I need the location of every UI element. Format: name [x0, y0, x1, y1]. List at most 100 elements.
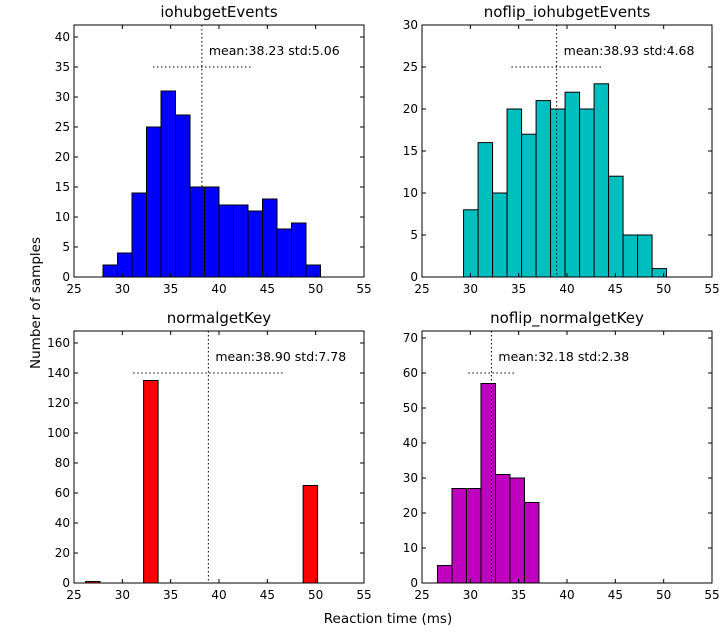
y-tick-label: 30: [403, 18, 418, 32]
histogram-bar: [233, 204, 249, 278]
x-tick-label: 50: [656, 282, 671, 296]
histogram-bar: [451, 488, 467, 584]
x-tick-label: 50: [308, 282, 323, 296]
histogram-bar: [302, 485, 319, 584]
x-tick-label: 25: [66, 588, 81, 602]
y-tick-label: 0: [410, 576, 418, 590]
x-tick-label: 30: [115, 282, 130, 296]
histogram-bar: [608, 175, 624, 278]
x-tick-label: 35: [511, 282, 526, 296]
histogram-bar: [189, 186, 205, 278]
y-tick-label: 10: [403, 186, 418, 200]
x-tick-label: 50: [308, 588, 323, 602]
x-tick-label: 30: [463, 282, 478, 296]
histogram-bar: [175, 114, 191, 278]
subplot-3: 25 30 35 40 45 50 55 0 20 40 60 80 100 120 140 160 norma…: [47, 309, 372, 602]
y-tick-label: 40: [55, 516, 70, 530]
subplot-title: noflip_iohubgetEvents: [484, 3, 651, 22]
subplot-title: noflip_normalgetKey: [490, 309, 644, 328]
y-tick-label: 15: [55, 180, 70, 194]
y-tick-label: 0: [62, 576, 70, 590]
histogram-bar: [463, 209, 479, 278]
y-tick-label: 40: [55, 30, 70, 44]
x-tick-label: 45: [260, 588, 275, 602]
x-tick-label: 45: [608, 588, 623, 602]
histogram-bar: [521, 133, 537, 278]
subplot-4: 25 30 35 40 45 50 55 0 10 20 30 40 50 60 70 noflip_norm…: [403, 309, 720, 602]
x-tick-label: 30: [463, 588, 478, 602]
x-tick-label: 55: [356, 588, 371, 602]
histogram-bar: [550, 108, 566, 278]
histogram-bar: [102, 264, 118, 278]
y-tick-label: 35: [55, 60, 70, 74]
histogram-bar: [622, 234, 639, 278]
x-tick-label: 25: [66, 282, 81, 296]
x-tick-label: 45: [260, 282, 275, 296]
stats-annotation: mean:38.93 std:4.68: [564, 43, 695, 58]
x-tick-label: 25: [414, 588, 429, 602]
y-tick-label: 20: [403, 506, 418, 520]
y-tick-label: 40: [403, 436, 418, 450]
figure-xlabel: Reaction time (ms): [324, 611, 452, 627]
y-tick-label: 50: [403, 401, 418, 415]
histogram-bar: [492, 192, 508, 278]
y-tick-label: 20: [55, 546, 70, 560]
histogram-bar: [262, 198, 278, 278]
histogram-bar: [131, 192, 147, 278]
histogram-bar: [480, 383, 496, 584]
histogram-bar: [564, 91, 581, 278]
stats-annotation: mean:32.18 std:2.38: [498, 349, 629, 364]
x-tick-label: 35: [163, 588, 178, 602]
subplot-grid: 25 30 35 40 45 50 550510152025303540iohubgetEv…: [47, 3, 720, 602]
x-tick-label: 55: [704, 282, 719, 296]
histogram-bar: [651, 268, 668, 278]
stats-annotation: mean:38.90 std:7.78: [215, 349, 346, 364]
x-tick-label: 25: [414, 282, 429, 296]
histogram-bar: [436, 565, 453, 584]
histogram-bar: [305, 264, 321, 278]
x-tick-label: 30: [115, 588, 130, 602]
histogram-bar: [117, 252, 133, 278]
y-tick-label: 60: [403, 366, 418, 380]
x-tick-label: 35: [511, 588, 526, 602]
histogram-bar: [579, 108, 595, 278]
y-tick-label: 120: [47, 396, 70, 410]
subplot-1: 25 30 35 40 45 50 55 0 5 10 15 20 25 30 35 40 iohubgetEv…: [55, 3, 372, 296]
y-tick-label: 25: [403, 60, 418, 74]
y-tick-label: 60: [55, 486, 70, 500]
histogram-bar: [535, 100, 552, 278]
y-tick-label: 70: [403, 331, 418, 345]
y-tick-label: 100: [47, 426, 70, 440]
y-tick-label: 15: [403, 144, 418, 158]
x-tick-label: 45: [608, 282, 623, 296]
y-tick-label: 5: [62, 240, 70, 254]
histogram-bar: [218, 204, 234, 278]
histogram-bar: [204, 186, 220, 278]
y-tick-label: 30: [403, 471, 418, 485]
histogram-bar: [276, 228, 292, 278]
histogram-bar: [160, 90, 176, 278]
histogram-bar: [465, 488, 482, 584]
y-tick-label: 5: [410, 228, 418, 242]
x-tick-label: 50: [656, 588, 671, 602]
stats-annotation: mean:38.23 std:5.06: [209, 43, 340, 58]
x-tick-label: 40: [559, 588, 574, 602]
histogram-bar: [291, 222, 307, 278]
x-tick-label: 40: [559, 282, 574, 296]
y-tick-label: 0: [410, 270, 418, 284]
x-tick-label: 35: [163, 282, 178, 296]
histogram-bar: [509, 477, 525, 584]
y-tick-label: 20: [55, 150, 70, 164]
y-tick-label: 10: [55, 210, 70, 224]
histogram-bar: [506, 108, 523, 278]
y-tick-label: 10: [403, 541, 418, 555]
x-tick-label: 55: [356, 282, 371, 296]
axes-frame: [73, 330, 365, 584]
histogram-bar: [523, 502, 540, 584]
x-tick-label: 40: [211, 588, 226, 602]
histogram-bar: [477, 142, 494, 278]
y-tick-label: 160: [47, 336, 70, 350]
subplot-2: 25 30 35 40 45 50 55 0 5 10 15 20 25 30 noflip_iohubge…: [403, 3, 720, 296]
subplot-title: iohubgetEvents: [160, 3, 277, 21]
